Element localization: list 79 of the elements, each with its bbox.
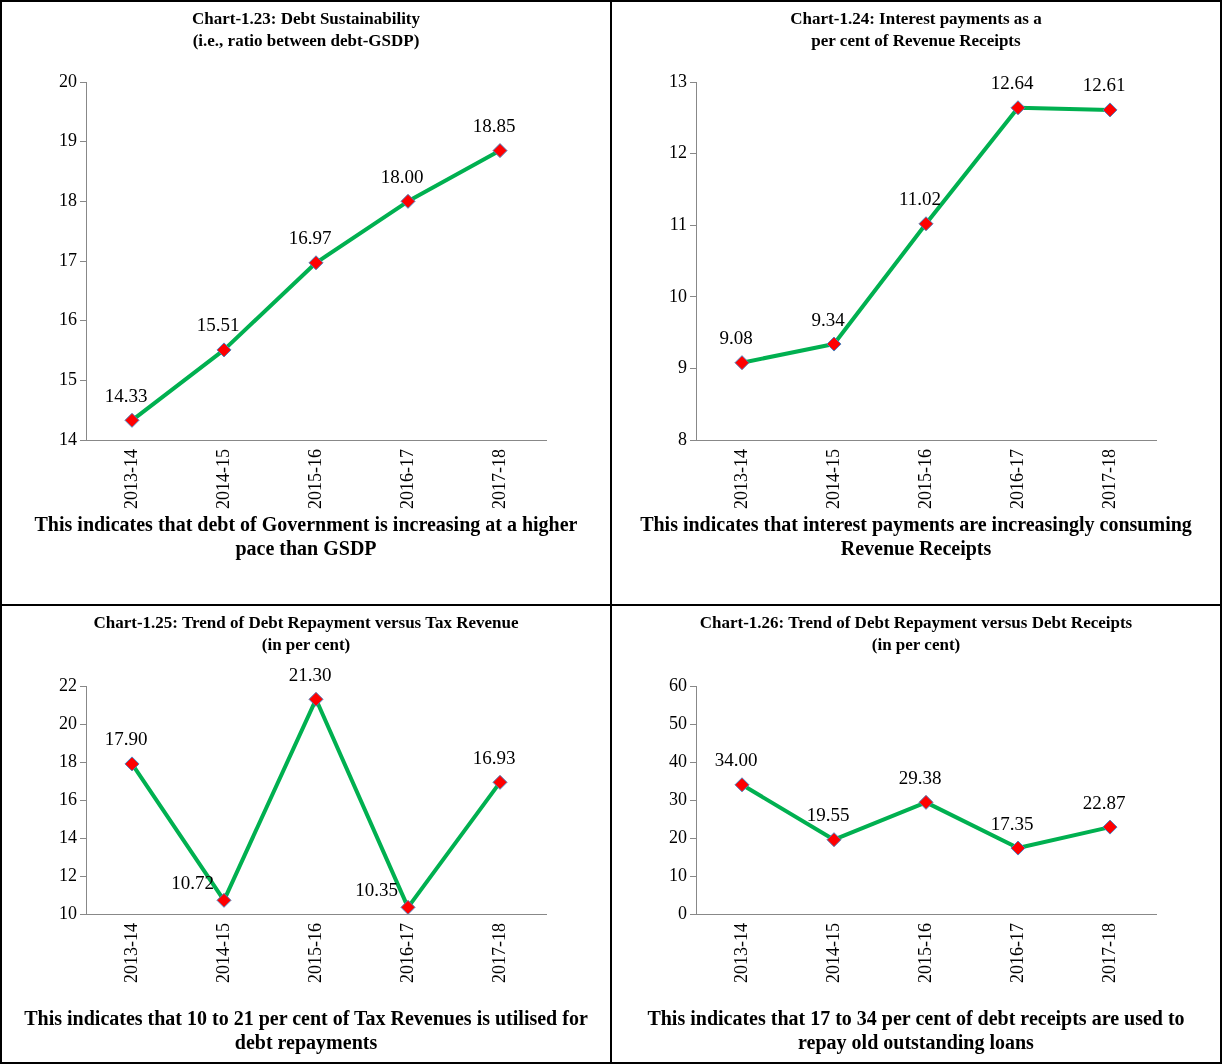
data-label: 16.97	[288, 227, 332, 249]
y-tick-label: 13	[669, 70, 687, 91]
text: This indicates that interest payments are increasingly consuming Revenue Receipts	[639, 512, 1193, 560]
x-tick-label: 2013-14	[730, 449, 751, 510]
y-tick-label: 60	[669, 674, 687, 695]
chart-title: Chart-1.25: Trend of Debt Repayment versus Tax Revenue	[93, 612, 519, 634]
y-tick-label: 16	[59, 788, 77, 809]
x-tick-label: 2017-18	[1098, 923, 1119, 984]
y-tick-label: 16	[59, 309, 77, 330]
y-tick-label: 40	[669, 750, 687, 771]
text: This indicates that debt of Government is increasing at a higher pace than GSDP	[33, 512, 579, 560]
chart-subtitle: (i.e., ratio between debt-GSDP)	[192, 30, 420, 52]
y-tick-label: 15	[59, 369, 77, 390]
chart-subtitle: per cent of Revenue Receipts	[811, 30, 1021, 52]
data-label: 9.34	[811, 308, 846, 330]
data-label: 19.55	[806, 804, 850, 826]
y-tick-label: 10	[669, 285, 687, 306]
y-tick-label: 50	[669, 712, 687, 733]
chart-title: Chart-1.24: Interest payments as a	[790, 8, 1042, 30]
y-tick-label: 20	[59, 70, 77, 91]
data-label: 17.90	[104, 728, 148, 750]
data-label: 11.02	[898, 188, 942, 210]
x-tick-label: 2014-15	[822, 449, 843, 510]
y-tick-label: 14	[59, 428, 77, 449]
data-label: 21.30	[288, 663, 332, 685]
data-label: 12.61	[1082, 74, 1126, 96]
text: This indicates that 10 to 21 per cent of Tax Revenues is utilised for debt repayments	[23, 1006, 589, 1054]
y-tick-label: 8	[678, 428, 687, 449]
y-tick-label: 0	[678, 902, 687, 923]
y-tick-label: 10	[669, 864, 687, 885]
data-label: 9.08	[719, 327, 753, 349]
y-tick-label: 18	[59, 190, 77, 211]
x-tick-label: 2013-14	[120, 449, 141, 510]
data-label: 14.33	[104, 384, 148, 406]
data-label: 16.93	[472, 746, 516, 768]
x-tick-label: 2015-16	[914, 923, 935, 984]
x-tick-label: 2017-18	[488, 449, 509, 510]
y-tick-label: 20	[59, 712, 77, 733]
chart-subtitle: (in per cent)	[871, 634, 961, 656]
data-label: 12.64	[990, 72, 1034, 94]
x-tick-label: 2017-18	[1098, 449, 1119, 510]
chart-title: Chart-1.23: Debt Sustainability	[191, 8, 421, 30]
x-tick-label: 2013-14	[120, 923, 141, 984]
x-tick-label: 2016-17	[1006, 449, 1027, 510]
y-tick-label: 11	[669, 213, 687, 234]
y-tick-label: 17	[59, 249, 77, 270]
x-tick-label: 2017-18	[488, 923, 509, 984]
y-tick-label: 30	[669, 788, 687, 809]
data-label: 18.85	[472, 115, 516, 137]
x-tick-label: 2016-17	[1006, 923, 1027, 984]
chart-subtitle: (in per cent)	[261, 634, 351, 656]
data-label: 15.51	[196, 314, 240, 336]
y-tick-label: 20	[669, 826, 687, 847]
data-label: 29.38	[898, 766, 942, 788]
data-label: 34.00	[714, 749, 758, 771]
text: This indicates that 17 to 34 per cent of debt receipts are used to repay old outstanding loans	[646, 1006, 1186, 1054]
y-tick-label: 10	[59, 902, 77, 923]
data-label: 17.35	[990, 812, 1034, 834]
y-tick-label: 19	[59, 130, 77, 151]
x-tick-label: 2014-15	[212, 923, 233, 984]
data-label: 22.87	[1082, 791, 1126, 813]
x-tick-label: 2015-16	[304, 449, 325, 510]
y-tick-label: 22	[59, 674, 77, 695]
y-tick-label: 9	[678, 357, 687, 378]
x-tick-label: 2016-17	[396, 449, 417, 510]
x-tick-label: 2014-15	[822, 923, 843, 984]
data-label: 10.35	[355, 879, 398, 901]
y-tick-label: 18	[59, 750, 77, 771]
x-tick-label: 2013-14	[730, 923, 751, 984]
x-tick-label: 2016-17	[396, 923, 417, 984]
x-tick-label: 2015-16	[304, 923, 325, 984]
x-tick-label: 2014-15	[212, 449, 233, 510]
y-tick-label: 12	[59, 864, 77, 885]
chart-title: Chart-1.26: Trend of Debt Repayment versus Debt Receipts	[699, 612, 1133, 634]
y-tick-label: 12	[669, 142, 687, 163]
y-tick-label: 14	[59, 826, 77, 847]
data-label: 18.00	[380, 165, 424, 187]
x-tick-label: 2015-16	[914, 449, 935, 510]
data-label: 10.72	[171, 872, 214, 894]
